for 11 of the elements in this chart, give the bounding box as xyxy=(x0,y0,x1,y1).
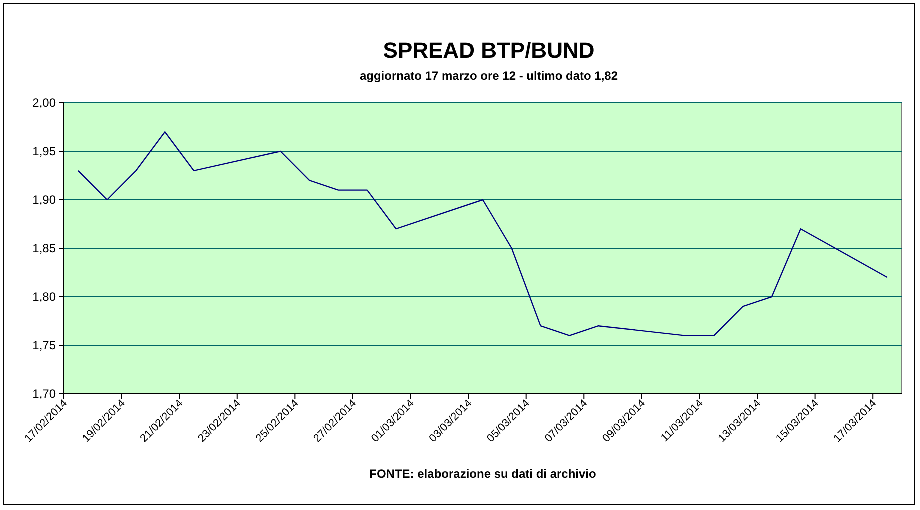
y-tick-label: 1,95 xyxy=(32,144,56,159)
y-tick-label: 1,70 xyxy=(32,387,56,402)
y-tick-label: 1,80 xyxy=(32,290,56,304)
line-series xyxy=(78,132,888,336)
source-note: FONTE: elaborazione su dati di archivio xyxy=(370,467,596,481)
chart-title: SPREAD BTP/BUND xyxy=(383,38,595,63)
chart-subtitle: aggiornato 17 marzo ore 12 - ultimo dato 1,82 xyxy=(360,69,618,83)
y-tick-label: 1,75 xyxy=(32,338,56,353)
y-tick-label: 1,90 xyxy=(32,193,56,208)
y-tick-label: 1,85 xyxy=(32,242,56,256)
y-tick-label: 2,00 xyxy=(32,96,56,110)
